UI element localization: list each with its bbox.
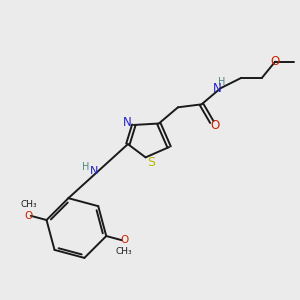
Text: CH₃: CH₃ xyxy=(20,200,37,209)
Text: N: N xyxy=(213,82,221,95)
Text: N: N xyxy=(89,166,98,176)
Text: O: O xyxy=(210,119,219,132)
Text: S: S xyxy=(147,156,155,169)
Text: O: O xyxy=(120,235,128,245)
Text: O: O xyxy=(271,55,280,68)
Text: O: O xyxy=(24,211,33,221)
Text: H: H xyxy=(82,162,89,172)
Text: N: N xyxy=(123,116,132,128)
Text: H: H xyxy=(218,77,226,87)
Text: CH₃: CH₃ xyxy=(116,247,133,256)
